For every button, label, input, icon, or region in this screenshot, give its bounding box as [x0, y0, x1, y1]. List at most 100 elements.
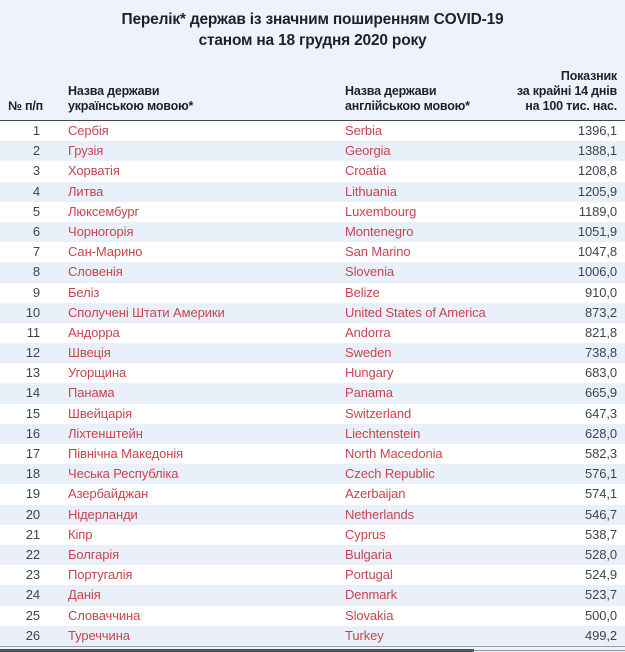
table-row: 6 Чорногорія Montenegro 1051,9: [0, 221, 625, 243]
country-name-en: Denmark: [345, 587, 398, 603]
incidence-value: 873,2: [584, 304, 617, 320]
table-row: 25 Словаччина Slovakia 500,0: [0, 605, 625, 626]
page-title-line2: станом на 18 грудня 2020 року: [198, 32, 427, 49]
row-number: 23: [25, 567, 40, 583]
country-name-en: Azerbaijan: [345, 486, 406, 502]
row-number: 15: [25, 405, 40, 421]
table-row: 2 Грузія Georgia 1388,1: [0, 141, 625, 162]
row-number: 16: [25, 425, 40, 441]
incidence-value: 500,0: [584, 607, 617, 623]
column-header-name-uk-line1: Назва держави: [68, 84, 160, 98]
incidence-value: 1051,9: [577, 223, 617, 239]
country-name-en: Lithuania: [345, 183, 397, 199]
table-row: 24 Данія Denmark 523,7: [0, 585, 625, 606]
table-row: 22 Болгарія Bulgaria 528,0: [0, 544, 625, 566]
column-header-indicator-line1: Показник: [560, 69, 617, 83]
country-name-en: Slovenia: [345, 264, 395, 280]
incidence-value: 683,0: [584, 365, 617, 381]
country-name-uk: Чеська Республіка: [68, 466, 179, 482]
incidence-value: 738,8: [584, 345, 617, 361]
country-name-uk: Болгарія: [68, 546, 120, 562]
row-number: 3: [32, 163, 40, 179]
row-number: 14: [25, 385, 40, 401]
country-name-uk: Беліз: [68, 284, 100, 300]
column-header-indicator-line2: за крайні 14 днів: [516, 84, 617, 98]
row-number: 19: [25, 486, 40, 502]
incidence-value: 528,0: [584, 546, 617, 562]
country-name-uk: Панама: [68, 385, 115, 401]
country-name-en: Hungary: [345, 365, 394, 381]
row-number: 26: [25, 627, 40, 643]
table-row: 18 Чеська Республіка Czech Republic 576,…: [0, 464, 625, 485]
country-name-uk: Нідерланди: [68, 506, 138, 522]
table-row: 3 Хорватія Croatia 1208,8: [0, 161, 625, 182]
table-row: 15 Швейцарія Switzerland 647,3: [0, 403, 625, 424]
row-number: 21: [25, 526, 40, 542]
row-number: 5: [32, 203, 40, 219]
incidence-value: 647,3: [584, 405, 617, 421]
country-name-en: Belize: [345, 284, 380, 300]
country-name-uk: Хорватія: [68, 163, 120, 179]
country-name-uk: Азербайджан: [68, 486, 149, 502]
incidence-value: 1189,0: [578, 203, 617, 219]
table-row: 1 Сербія Serbia 1396,1: [0, 121, 625, 142]
table-row: 26 Туреччина Turkey 499,2: [0, 625, 625, 646]
table-row: 20 Нідерланди Netherlands 546,7: [0, 504, 625, 525]
country-name-en: Georgia: [345, 143, 391, 159]
column-header-number: № п/п: [8, 99, 43, 113]
country-name-en: Croatia: [345, 163, 387, 179]
incidence-value: 524,9: [584, 567, 617, 583]
bottom-border-line: [0, 645, 625, 647]
country-name-uk: Литва: [68, 183, 104, 199]
row-number: 18: [25, 466, 40, 482]
country-name-uk: Туреччина: [68, 627, 130, 643]
row-number: 6: [32, 223, 40, 239]
table-row: 8 Словенія Slovenia 1006,0: [0, 262, 625, 283]
table-row: 5 Люксембург Luxembourg 1189,0: [0, 201, 625, 222]
row-number: 10: [25, 304, 40, 320]
country-name-en: Switzerland: [345, 405, 412, 421]
row-number: 2: [32, 143, 40, 159]
incidence-value: 1205,9: [577, 183, 617, 199]
page-title-line1: Перелік* держав із значним поширенням CO…: [121, 11, 504, 28]
row-number: 20: [25, 506, 40, 522]
table-row: 17 Північна Македонія North Macedonia 58…: [0, 444, 625, 465]
table-row: 12 Швеція Sweden 738,8: [0, 343, 625, 364]
table-row: 10 Сполучені Штати Америки United States…: [0, 302, 625, 323]
country-name-uk: Словенія: [68, 264, 123, 280]
incidence-value: 538,7: [584, 526, 617, 542]
row-number: 25: [25, 607, 40, 623]
row-number: 13: [25, 365, 40, 381]
country-name-en: Serbia: [345, 123, 382, 138]
table-row: 9 Беліз Belize 910,0: [0, 282, 625, 303]
table-header: № п/п Назва держави українською мовою* Н…: [0, 51, 625, 121]
column-header-name-uk: Назва держави українською мовою*: [68, 84, 345, 120]
country-name-uk: Угорщина: [68, 365, 127, 381]
row-number: 9: [32, 284, 40, 300]
country-name-uk: Кіпр: [68, 526, 93, 542]
cutoff-element-dark-bar: [0, 649, 474, 652]
incidence-value: 523,7: [584, 587, 617, 603]
incidence-value: 582,3: [584, 446, 617, 461]
country-name-en: Netherlands: [345, 506, 414, 522]
incidence-value: 628,0: [584, 425, 617, 441]
incidence-value: 910,0: [584, 284, 617, 300]
incidence-value: 546,7: [584, 506, 617, 522]
incidence-value: 574,1: [584, 486, 617, 502]
column-header-name-uk-line2: українською мовою*: [68, 99, 194, 113]
row-number: 1: [32, 123, 40, 138]
country-name-uk: Словаччина: [68, 607, 141, 623]
country-name-en: Liechtenstein: [345, 425, 421, 441]
cutoff-element-light-bar: [474, 650, 625, 651]
country-name-en: Slovakia: [345, 607, 394, 623]
row-number: 4: [32, 183, 40, 199]
column-header-indicator: Показник за крайні 14 днів на 100 тис. н…: [502, 69, 625, 120]
row-number: 12: [25, 345, 40, 361]
country-name-uk: Грузія: [68, 143, 104, 159]
country-name-en: Turkey: [345, 627, 384, 643]
row-number: 7: [32, 244, 40, 260]
country-name-en: Cyprus: [345, 526, 386, 542]
incidence-value: 499,2: [584, 627, 617, 643]
country-name-en: North Macedonia: [345, 446, 443, 461]
table-row: 4 Литва Lithuania 1205,9: [0, 181, 625, 202]
